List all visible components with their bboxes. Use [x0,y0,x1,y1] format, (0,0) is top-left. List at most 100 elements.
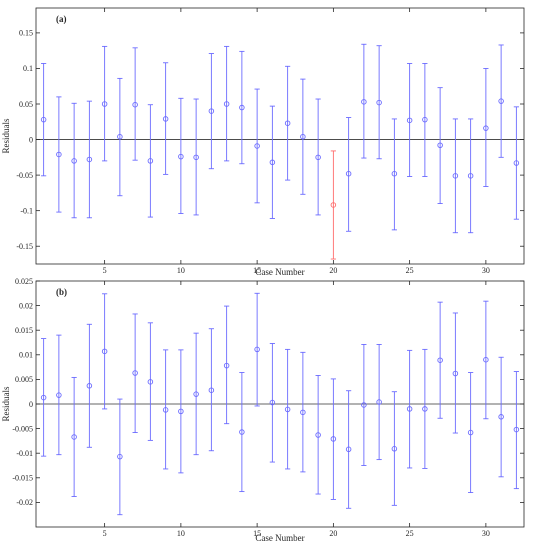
residual-point [117,453,123,460]
residual-point [452,173,459,179]
residual-point [315,432,321,438]
y-tick-label: -0.005 [12,424,33,433]
residual-point [162,407,169,413]
y-tick-label: 0.005 [15,375,33,384]
panel-label: (b) [56,287,67,297]
residual-point [422,116,428,123]
residual-point [269,159,276,166]
y-tick-label: -0.1 [20,206,33,215]
residual-point [178,153,184,160]
x-tick-label: 10 [177,529,185,538]
residual-point [513,426,520,433]
residual-point [330,202,337,208]
residual-point [391,446,398,452]
y-tick-label: -0.15 [16,242,33,251]
residual-point [71,158,77,164]
residual-point [437,142,443,148]
residual-point [315,154,321,161]
x-tick-label: 15 [253,529,261,538]
residual-point [147,158,154,164]
x-tick-label: 10 [177,266,185,275]
residual-point [330,436,337,442]
residual-point [254,143,260,149]
residual-point [498,414,504,420]
residual-point [71,434,77,440]
residual-point [239,104,245,111]
panel-label: (a) [56,14,67,24]
residual-point [467,173,474,179]
residual-point [376,399,382,405]
residual-point [208,387,215,393]
x-tick-label: 30 [482,529,490,538]
residual-point [437,357,443,363]
y-tick-label: 0.15 [19,29,33,38]
residual-point [162,116,169,122]
residual-point [193,154,199,161]
residual-point [56,392,62,398]
residual-point [300,133,306,140]
residual-point [178,408,184,415]
residual-point [361,99,367,105]
x-tick-label: 15 [253,266,261,275]
residual-point [223,101,230,107]
residual-point [86,156,93,163]
y-tick-label: 0.01 [19,351,33,360]
y-tick-label: -0.015 [12,474,33,483]
residual-point [117,133,123,140]
y-tick-label: -0.02 [16,498,33,507]
y-tick-label: -0.01 [16,449,33,458]
y-axis-title: Residuals [1,118,11,153]
residual-point [422,406,428,412]
residual-point [132,101,138,108]
panel-b: 5 10 15 20 25 30 -0.02 -0.015 -0.01 -0.005 0 0.005 0… [1,277,525,543]
residual-point [391,170,398,177]
residual-point [406,406,413,412]
residual-point [101,348,108,355]
residual-point [284,406,291,413]
residual-point [498,98,504,104]
residual-point [284,120,291,126]
residual-point [452,370,459,377]
y-tick-label: 0.025 [15,277,33,286]
residual-point [300,409,306,416]
residual-point [132,370,138,376]
y-tick-label: 0 [29,400,33,409]
residual-point [361,402,367,408]
x-tick-label: 20 [329,266,337,275]
residual-point [147,379,154,385]
x-tick-label: 20 [329,529,337,538]
y-tick-label: 0.02 [19,301,33,310]
x-tick-label: 25 [406,529,414,538]
y-tick-label: 0 [29,135,33,144]
y-tick-label: 0.1 [23,64,33,73]
residual-point [406,117,413,124]
x-tick-label: 30 [482,266,490,275]
panel-a: 5 10 15 20 25 30 -0.15 -0.1 -0.05 0 0.05 0.1 0.15 Cas… [1,7,525,277]
residual-point [86,383,93,389]
residual-point [40,394,47,401]
residual-point [40,116,47,123]
residual-point [467,429,474,436]
residual-point [376,99,382,106]
x-tick-label: 5 [103,266,107,275]
residual-point [193,391,199,397]
x-axis-title: Case Number [255,267,304,277]
residual-point [269,399,276,406]
x-tick-label: 25 [406,266,414,275]
residual-point [208,108,215,114]
axes-frame [35,7,525,265]
x-axis-title: Case Number [255,533,304,543]
residual-point [223,362,230,369]
y-tick-label: -0.05 [16,171,33,180]
residual-point [254,346,260,353]
y-tick-label: 0.05 [19,100,33,109]
residual-point [101,101,108,107]
residual-point [239,429,245,435]
x-tick-label: 5 [103,529,107,538]
residual-point [345,446,352,453]
y-axis-title: Residuals [1,386,11,421]
residual-point [483,125,489,131]
residual-point [56,151,62,158]
residual-point [483,356,489,363]
